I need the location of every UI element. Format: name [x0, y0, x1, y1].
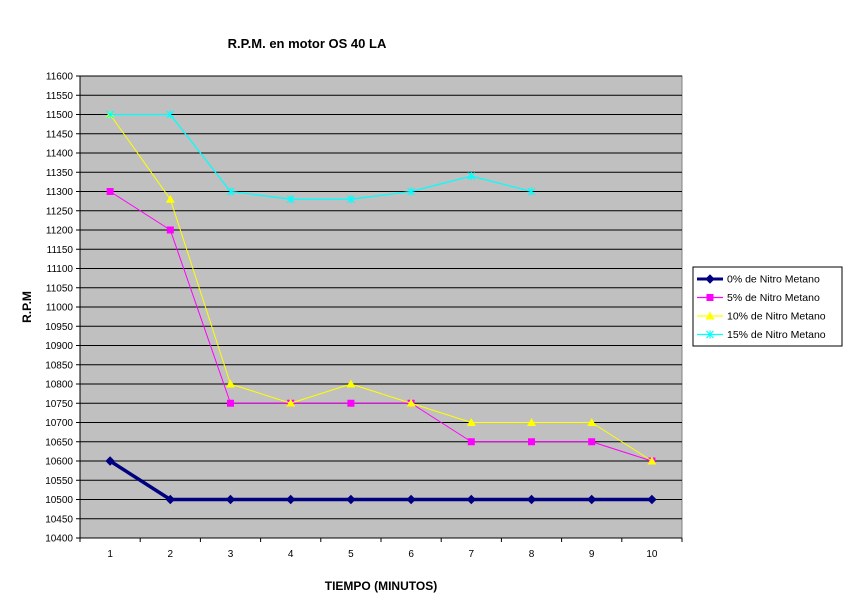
legend-item: 5% de Nitro Metano	[697, 292, 820, 304]
data-point	[647, 494, 657, 505]
y-tick-label: 11100	[47, 264, 74, 275]
data-point	[166, 110, 175, 119]
y-tick-label: 10600	[45, 457, 73, 468]
legend: 0% de Nitro Metano 5% de Nitro Metano 10% …	[692, 266, 843, 347]
data-point	[105, 456, 115, 466]
data-point	[527, 187, 536, 196]
y-axis-ticks: 10400 10450 10500 10550 10600 10650 10700 10750…	[45, 72, 80, 545]
legend-label: 15% de Nitro Metano	[727, 329, 826, 341]
series-0-de-nitro-metano	[105, 456, 657, 505]
data-point	[165, 494, 176, 505]
x-tick-label: 4	[288, 549, 294, 560]
series-line	[109, 114, 653, 462]
series-line	[110, 113, 532, 200]
y-tick-label: 10450	[45, 514, 73, 525]
data-point	[406, 494, 416, 505]
y-tick-label: 11150	[47, 245, 74, 256]
legend-swatch-marker	[705, 311, 715, 320]
y-tick-label: 10850	[45, 360, 73, 371]
data-point	[106, 188, 114, 195]
data-point	[285, 494, 296, 505]
data-point	[106, 110, 115, 119]
x-axis-title: TIEMPO (MINUTOS)	[325, 579, 437, 593]
data-point	[466, 494, 477, 505]
y-tick-label: 11500	[46, 110, 74, 121]
legend-swatch-marker	[705, 274, 715, 284]
y-tick-label: 10650	[45, 437, 73, 448]
x-axis-ticks: 1 2 3 4 5 6 7 8 9 10	[79, 538, 683, 560]
y-tick-label: 11600	[46, 72, 74, 83]
data-point	[226, 187, 235, 196]
legend-item: 15% de Nitro Metano	[697, 329, 826, 341]
y-tick-label: 11400	[46, 149, 74, 160]
y-tick-label: 11250	[46, 206, 74, 217]
x-tick-label: 10	[646, 549, 658, 560]
x-tick-label: 5	[348, 549, 354, 560]
y-tick-label: 11050	[46, 283, 74, 294]
data-point	[647, 456, 657, 465]
data-point	[346, 195, 355, 204]
y-tick-label: 10950	[45, 322, 73, 333]
data-point	[526, 494, 537, 505]
x-tick-label: 2	[168, 549, 174, 560]
legend-item: 10% de Nitro Metano	[697, 311, 826, 323]
x-tick-label: 6	[408, 549, 414, 560]
data-point	[346, 494, 356, 505]
y-tick-label: 11000	[46, 303, 74, 314]
data-point	[346, 379, 356, 388]
data-point	[225, 494, 236, 505]
x-tick-label: 7	[469, 549, 475, 560]
data-point	[467, 438, 475, 446]
y-tick-label: 10400	[45, 534, 73, 545]
data-point	[407, 187, 416, 196]
legend-swatch-marker	[706, 294, 714, 301]
data-point	[467, 172, 476, 181]
series-line	[109, 459, 652, 502]
y-tick-label: 10750	[45, 399, 73, 410]
data-point	[588, 438, 596, 446]
y-axis-title: R.P.M	[20, 291, 34, 323]
data-point	[227, 399, 234, 407]
data-point	[286, 195, 295, 204]
y-tick-label: 11450	[46, 129, 74, 140]
legend-label: 5% de Nitro Metano	[727, 292, 820, 304]
legend-item: 0% de Nitro Metano	[697, 274, 820, 286]
x-tick-label: 8	[529, 549, 535, 560]
chart-title: R.P.M. en motor OS 40 LA	[228, 36, 387, 51]
x-tick-label: 1	[107, 549, 113, 560]
legend-swatch-marker	[706, 330, 714, 339]
data-point	[286, 398, 296, 407]
series-layer	[105, 110, 657, 505]
data-point	[226, 379, 235, 388]
data-point	[587, 418, 597, 426]
y-tick-label: 10700	[45, 418, 73, 429]
data-point	[466, 418, 476, 426]
data-point	[166, 226, 174, 234]
y-tick-label: 11200	[46, 226, 74, 237]
series-line	[109, 191, 653, 462]
data-point	[347, 399, 355, 407]
y-tick-label: 11550	[46, 91, 74, 102]
data-point	[586, 494, 597, 505]
x-tick-label: 3	[228, 549, 234, 560]
y-tick-label: 10900	[45, 341, 73, 352]
data-point	[528, 438, 535, 446]
y-tick-label: 10500	[45, 495, 73, 506]
legend-label: 0% de Nitro Metano	[727, 274, 820, 286]
y-tick-label: 11350	[46, 168, 74, 179]
data-point	[527, 418, 536, 426]
y-tick-label: 10800	[45, 380, 73, 391]
series-15-de-nitro-metano	[106, 110, 536, 204]
legend-label: 10% de Nitro Metano	[727, 311, 826, 323]
data-point	[406, 398, 416, 407]
y-tick-label: 10550	[45, 476, 73, 487]
y-tick-label: 11300	[46, 187, 74, 198]
data-point	[165, 194, 175, 203]
x-tick-label: 9	[589, 549, 595, 560]
